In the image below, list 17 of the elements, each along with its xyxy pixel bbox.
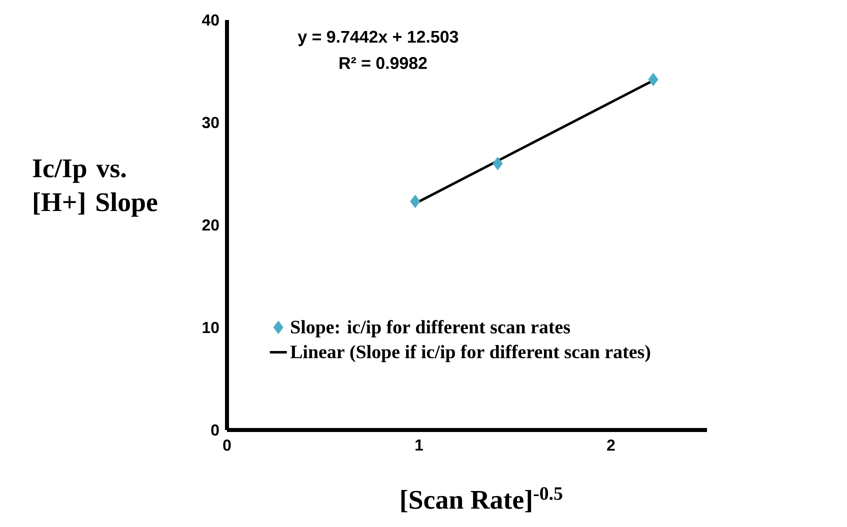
- annotation: R² = 0.9982: [340, 57, 427, 70]
- point: [648, 72, 658, 86]
- x-axis-title: [Scan Rate]$^{-0.5}$: [401, 487, 562, 512]
- x-tick-label: 1: [416, 440, 423, 450]
- x-tick-label: 0: [223, 440, 231, 451]
- y-tick-label: 20: [202, 219, 219, 231]
- point: [410, 194, 420, 208]
- point: [492, 156, 503, 170]
- y-tick-label: 30: [202, 116, 219, 128]
- legend-label: Linear (Slope if ic/ip for different scan rates): [290, 344, 650, 362]
- annotation: y = 9.7442x + 12.503: [298, 30, 458, 46]
- y-tick-label: 40: [202, 14, 219, 26]
- y-tick-label: 0: [211, 424, 219, 436]
- x-tick-label: 2: [607, 440, 615, 451]
- y-tick-label: 10: [202, 322, 219, 334]
- legend-label: Slope: ic/ip for different scan rates: [291, 320, 570, 338]
- y-axis-title: Ic/Ip vs. [H+] Slope: [32, 159, 158, 217]
